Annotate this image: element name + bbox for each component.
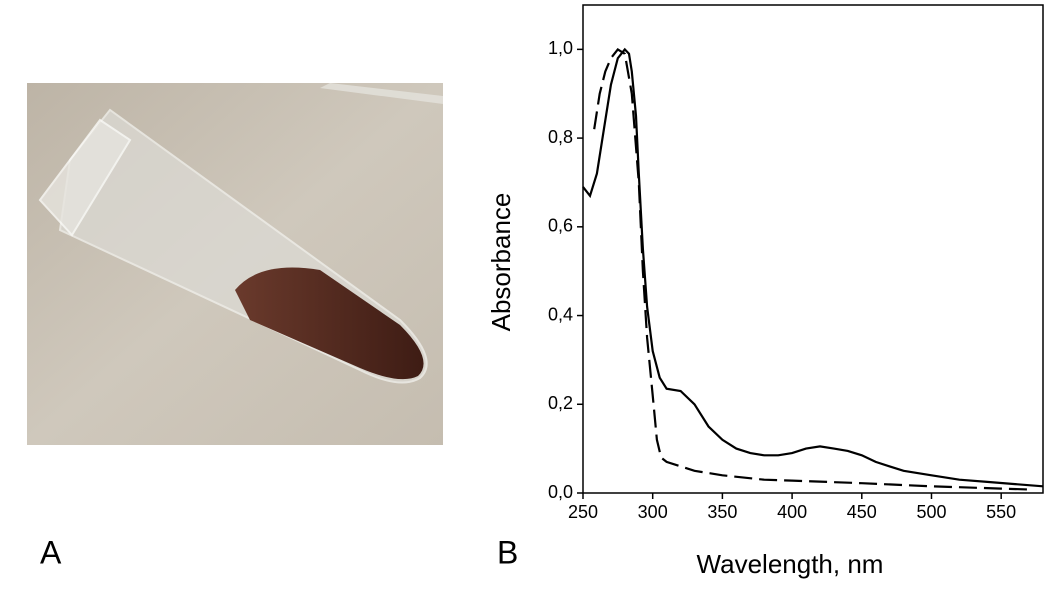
y-tick-label: 0,6 [548, 216, 573, 236]
x-tick-label: 500 [916, 502, 946, 522]
y-tick-label: 1,0 [548, 38, 573, 58]
y-axis-label: Absorbance [486, 193, 516, 332]
x-tick-label: 250 [568, 502, 598, 522]
y-tick-label: 0,2 [548, 393, 573, 413]
plot-frame [582, 4, 1044, 494]
x-tick-label: 350 [707, 502, 737, 522]
pipette [320, 83, 443, 104]
tube-liquid [235, 267, 424, 380]
panel-label: B [497, 534, 518, 570]
x-axis-label: Wavelength, nm [697, 549, 884, 579]
y-tick-label: 0,0 [548, 482, 573, 502]
y-tick-label: 0,4 [548, 304, 573, 324]
x-tick-label: 400 [777, 502, 807, 522]
panel-label: A [40, 534, 62, 570]
line-series [593, 47, 1030, 491]
line-series [582, 47, 1044, 488]
photo [27, 83, 443, 445]
x-tick-label: 550 [986, 502, 1016, 522]
tube-cap [38, 118, 132, 237]
x-tick-label: 450 [847, 502, 877, 522]
y-tick-label: 0,8 [548, 127, 573, 147]
x-tick-label: 300 [638, 502, 668, 522]
